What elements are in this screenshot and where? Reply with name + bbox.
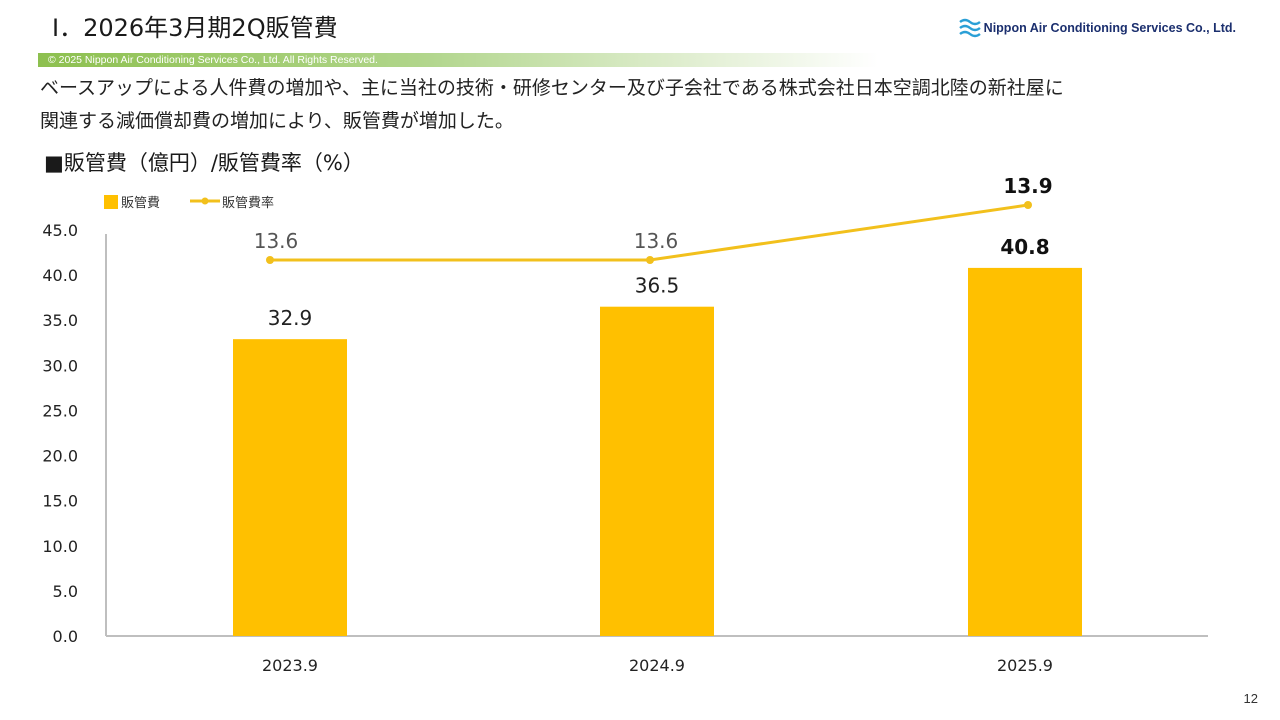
ratio-point-2 bbox=[1024, 201, 1032, 209]
bar-label-0: 32.9 bbox=[268, 306, 313, 330]
y-tick-label-4: 20.0 bbox=[42, 447, 78, 466]
section-heading: ■販管費（億円）/販管費率（%） bbox=[44, 151, 364, 175]
air-waves-icon bbox=[958, 18, 981, 38]
bar-2 bbox=[968, 267, 1082, 636]
page-number: 12 bbox=[1243, 691, 1258, 706]
description-line-2: 関連する減価償却費の増加により、販管費が増加した。 bbox=[40, 110, 514, 132]
ratio-label-0: 13.6 bbox=[254, 229, 299, 253]
legend-bar-swatch bbox=[104, 195, 118, 209]
ratio-point-0 bbox=[266, 256, 274, 264]
legend-line-marker bbox=[201, 197, 209, 205]
bar-label-2: 40.8 bbox=[1000, 235, 1049, 259]
ratio-label-1: 13.6 bbox=[634, 229, 679, 253]
bar-0 bbox=[233, 339, 347, 636]
company-logo: Nippon Air Conditioning Services Co., Lt… bbox=[958, 18, 1236, 38]
y-tick-label-0: 0.0 bbox=[53, 627, 78, 646]
bar-1 bbox=[600, 306, 714, 636]
legend-line-label: 販管費率 bbox=[222, 195, 274, 211]
bar-label-1: 36.5 bbox=[635, 274, 680, 298]
copyright-text: © 2025 Nippon Air Conditioning Services … bbox=[48, 54, 378, 66]
logo-text: Nippon Air Conditioning Services Co., Lt… bbox=[983, 21, 1236, 35]
x-tick-label-0: 2023.9 bbox=[262, 656, 318, 675]
y-tick-label-1: 5.0 bbox=[53, 582, 78, 601]
y-tick-label-6: 30.0 bbox=[42, 356, 78, 375]
y-tick-label-9: 45.0 bbox=[42, 221, 78, 240]
x-tick-label-1: 2024.9 bbox=[629, 656, 685, 675]
y-tick-label-3: 15.0 bbox=[42, 492, 78, 511]
slide-title: Ⅰ．2026年3月期2Q販管費 bbox=[52, 14, 338, 42]
copyright-bar: © 2025 Nippon Air Conditioning Services … bbox=[38, 53, 878, 67]
description-line-1: ベースアップによる人件費の増加や、主に当社の技術・研修センター及び子会社である株… bbox=[40, 77, 1064, 99]
legend-bar-label: 販管費 bbox=[121, 196, 160, 211]
description: ベースアップによる人件費の増加や、主に当社の技術・研修センター及び子会社である株… bbox=[40, 72, 1240, 138]
y-tick-label-2: 10.0 bbox=[42, 537, 78, 556]
x-tick-label-2: 2025.9 bbox=[997, 656, 1053, 675]
ratio-label-2: 13.9 bbox=[1003, 174, 1052, 198]
ratio-point-1 bbox=[646, 256, 654, 264]
y-tick-label-8: 40.0 bbox=[42, 266, 78, 285]
y-tick-label-7: 35.0 bbox=[42, 311, 78, 330]
y-tick-label-5: 25.0 bbox=[42, 401, 78, 420]
